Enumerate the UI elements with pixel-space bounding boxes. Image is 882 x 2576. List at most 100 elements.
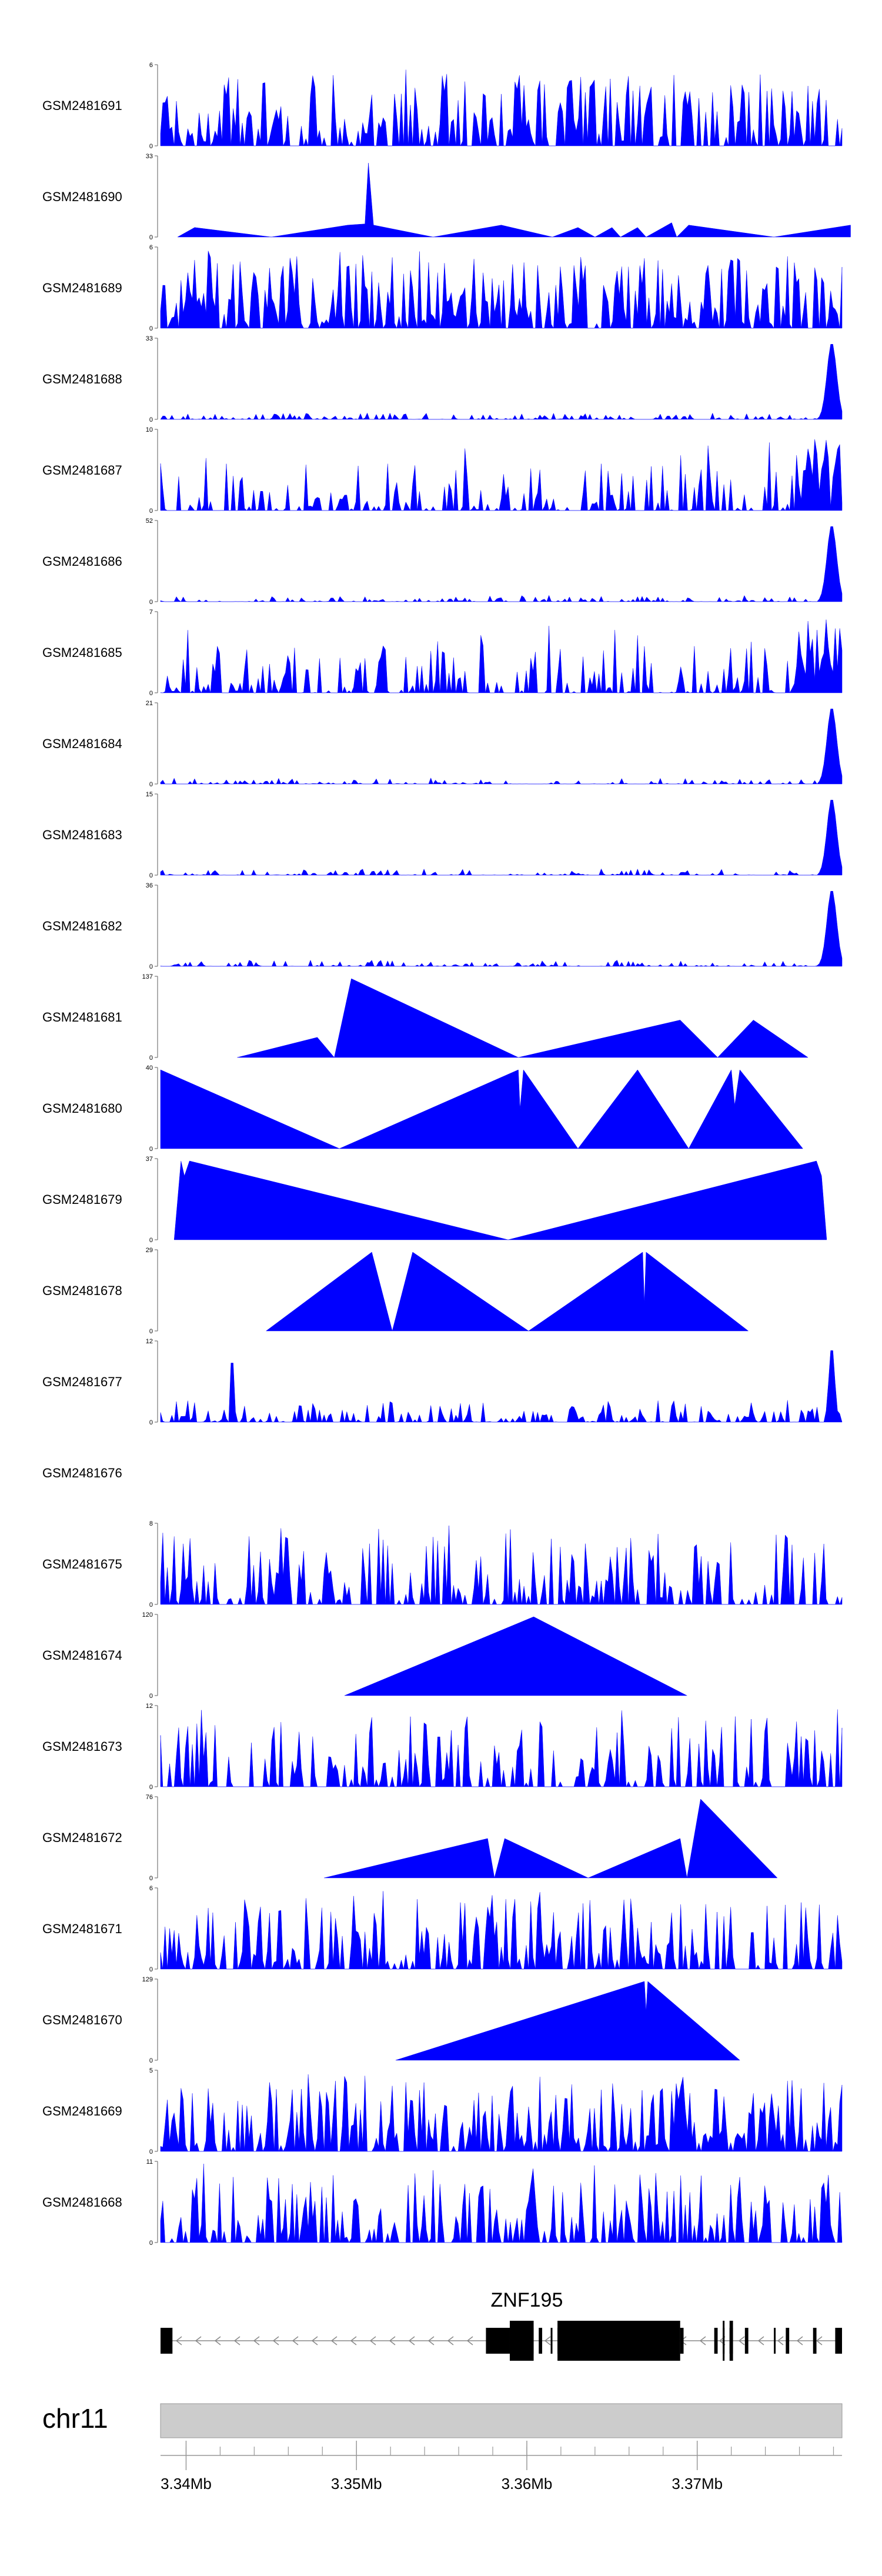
coverage-area [160, 69, 843, 146]
track-label: GSM2481676 [42, 1466, 122, 1480]
gene-exon [813, 2328, 817, 2354]
y-min-label: 0 [149, 1419, 153, 1426]
track-label: GSM2481675 [42, 1557, 122, 1571]
y-min-label: 0 [149, 143, 153, 150]
y-min-label: 0 [149, 416, 153, 423]
strand-arrow [777, 2336, 784, 2345]
track-GSM2481668: GSM2481668 11 0 [42, 2158, 843, 2247]
coverage-area [395, 1981, 740, 2061]
coverage-area [160, 1525, 843, 1605]
y-max-label: 129 [142, 1976, 153, 1983]
y-max-label: 7 [149, 609, 153, 616]
gene-exon [714, 2328, 718, 2354]
strand-arrow [408, 2336, 415, 2345]
strand-arrow [738, 2336, 745, 2345]
y-max-label: 8 [149, 1520, 153, 1527]
strand-arrow [311, 2336, 318, 2345]
track-label: GSM2481690 [42, 189, 122, 204]
track-GSM2481685: GSM2481685 7 0 [42, 609, 843, 697]
coverage-area [160, 2074, 843, 2152]
y-max-label: 10 [146, 426, 153, 433]
track-GSM2481691: GSM2481691 6 0 [42, 62, 843, 150]
track-GSM2481673: GSM2481673 12 0 [42, 1703, 843, 1791]
y-max-label: 6 [149, 62, 153, 69]
track-label: GSM2481674 [42, 1648, 122, 1663]
chromosome-ideogram: chr11 3.34Mb 3.35Mb 3.36Mb 3.37Mb [42, 2403, 843, 2492]
coverage-area [160, 1069, 803, 1149]
chromosome-label: chr11 [42, 2403, 108, 2434]
gene-exon [774, 2328, 776, 2354]
coverage-area [160, 891, 843, 967]
y-min-label: 0 [149, 1146, 153, 1153]
y-min-label: 0 [149, 872, 153, 879]
strand-arrow [195, 2336, 202, 2345]
track-label: GSM2481684 [42, 736, 122, 751]
strand-arrow [466, 2336, 473, 2345]
gene-exon [539, 2328, 543, 2354]
track-GSM2481687: GSM2481687 10 0 [42, 426, 843, 515]
y-min-label: 0 [149, 690, 153, 697]
track-GSM2481670: GSM2481670 129 0 [42, 1976, 740, 2064]
y-min-label: 0 [149, 2057, 153, 2064]
coverage-area [344, 1616, 687, 1696]
track-GSM2481676: GSM2481676 [42, 1466, 122, 1480]
gene-name-label: ZNF195 [491, 2289, 563, 2311]
y-max-label: 21 [146, 700, 153, 707]
y-max-label: 12 [146, 1338, 153, 1345]
x-tick-label: 3.34Mb [161, 2475, 212, 2492]
track-label: GSM2481682 [42, 919, 122, 933]
y-max-label: 40 [146, 1065, 153, 1072]
x-tick-label: 3.36Mb [502, 2475, 553, 2492]
strand-arrow [427, 2336, 435, 2345]
y-min-label: 0 [149, 1328, 153, 1335]
sample-tracks: GSM248169160GSM2481690330GSM248168960GSM… [42, 62, 851, 2247]
y-max-label: 29 [146, 1247, 153, 1254]
y-max-label: 11 [146, 2158, 153, 2165]
y-min-label: 0 [149, 1601, 153, 1609]
coverage-area [160, 251, 843, 329]
gene-coding-exon [509, 2321, 534, 2361]
y-min-label: 0 [149, 234, 153, 241]
y-max-label: 15 [146, 791, 153, 798]
strand-arrow [272, 2336, 279, 2345]
track-GSM2481674: GSM2481674 120 0 [42, 1611, 687, 1700]
y-min-label: 0 [149, 1237, 153, 1244]
y-max-label: 5 [149, 2067, 153, 2074]
y-min-label: 0 [149, 1784, 153, 1791]
track-GSM2481690: GSM2481690 33 0 [42, 153, 851, 241]
strand-arrow [757, 2336, 764, 2345]
track-GSM2481678: GSM2481678 29 0 [42, 1247, 749, 1335]
track-label: GSM2481687 [42, 463, 122, 478]
strand-arrow [350, 2336, 357, 2345]
coverage-area [160, 709, 843, 785]
gene-exon [550, 2328, 553, 2354]
gene-exon [486, 2328, 510, 2354]
coverage-area [160, 526, 843, 602]
track-GSM2481681: GSM2481681 137 0 [42, 973, 808, 1062]
track-label: GSM2481689 [42, 281, 122, 295]
coverage-area [160, 800, 843, 876]
y-min-label: 0 [149, 508, 153, 515]
track-GSM2481686: GSM2481686 52 0 [42, 518, 843, 606]
x-tick-label: 3.37Mb [671, 2475, 723, 2492]
track-label: GSM2481691 [42, 98, 122, 113]
coverage-area [237, 978, 808, 1058]
strand-arrow [330, 2336, 338, 2345]
track-label: GSM2481680 [42, 1101, 122, 1116]
y-min-label: 0 [149, 1693, 153, 1700]
strand-arrow [175, 2336, 182, 2345]
track-label: GSM2481685 [42, 645, 122, 660]
y-min-label: 0 [149, 2240, 153, 2247]
y-min-label: 0 [149, 781, 153, 788]
track-GSM2481677: GSM2481677 12 0 [42, 1338, 843, 1426]
track-GSM2481689: GSM2481689 6 0 [42, 244, 843, 332]
coverage-area [160, 344, 843, 420]
gene-exon [835, 2328, 842, 2354]
y-max-label: 52 [146, 518, 153, 525]
y-max-label: 6 [149, 1885, 153, 1892]
track-GSM2481669: GSM2481669 5 0 [42, 2067, 843, 2155]
strand-arrow [253, 2336, 260, 2345]
y-min-label: 0 [149, 1966, 153, 1973]
coverage-area [173, 1160, 827, 1240]
